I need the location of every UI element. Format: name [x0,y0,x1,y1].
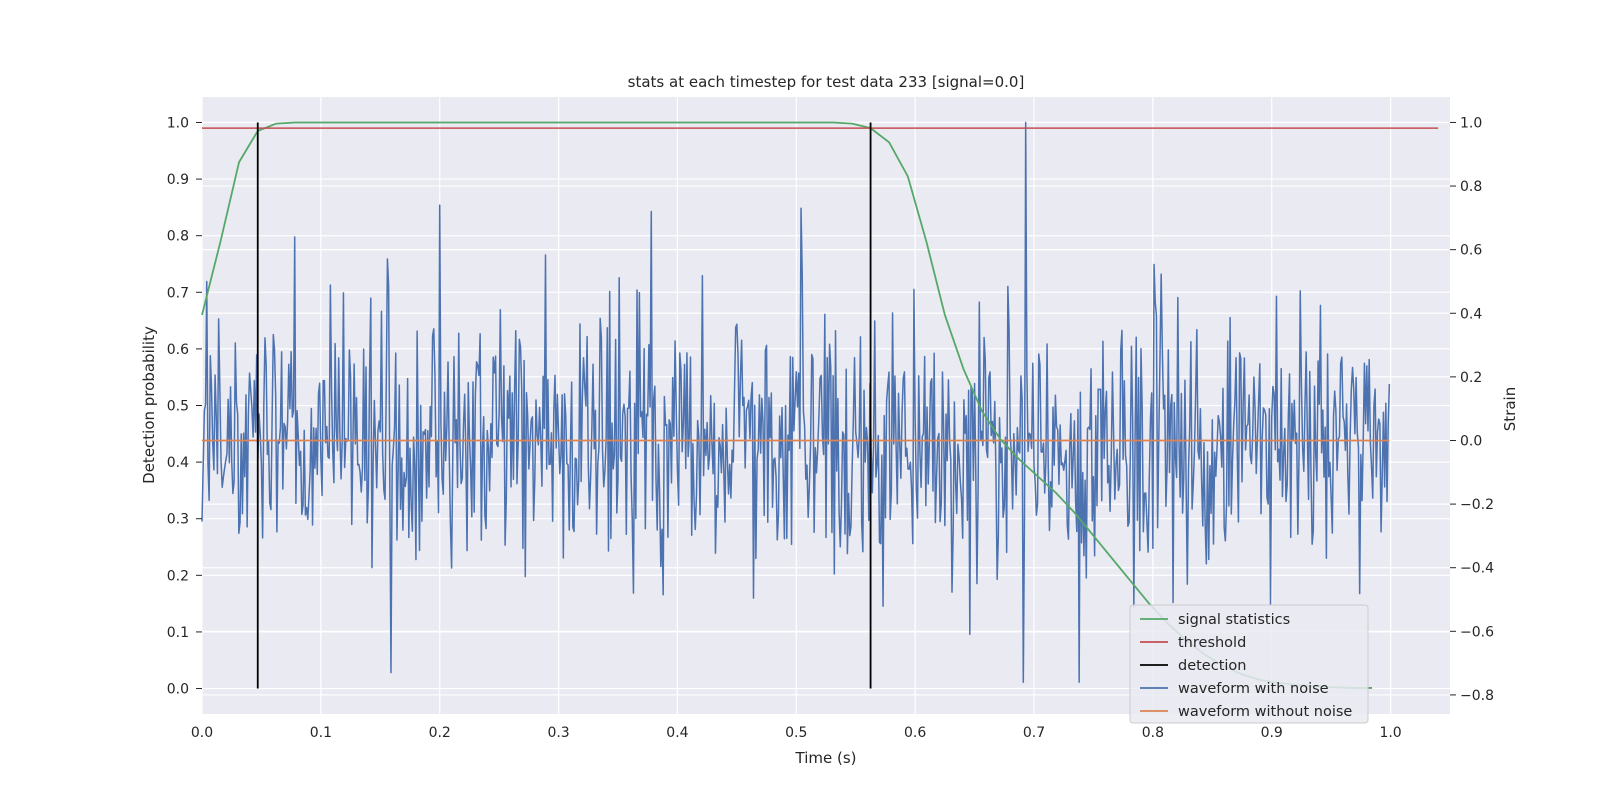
y-right-tick-label: 0.2 [1460,370,1482,386]
y-right-tick-label: −0.6 [1460,624,1494,640]
y-right-axis-label: Strain [1501,387,1519,431]
y-left-tick-label: 0.9 [167,172,189,188]
x-tick-label: 0.3 [547,725,569,741]
y-left-tick-label: 0.7 [167,285,189,301]
y-left-tick-label: 0.6 [167,342,189,358]
y-left-tick-label: 1.0 [167,115,189,131]
x-tick-label: 0.7 [1023,725,1045,741]
y-right-tick-label: −0.8 [1460,688,1494,704]
y-right-tick-label: 0.8 [1460,179,1482,195]
x-ticks: 0.0 0.1 0.2 0.3 0.4 0.5 0.6 0.7 0.8 0.9 1.0 [191,725,1402,741]
y-left-tick-label: 0.0 [167,682,189,698]
y-right-tick-label: 1.0 [1460,115,1482,131]
y-right-tick-label: 0.0 [1460,433,1482,449]
legend-box [1129,604,1369,724]
y-left-axis-label: Detection probability [140,326,158,484]
y-right-tick-label: −0.4 [1460,561,1494,577]
legend-label: waveform without noise [1178,704,1352,720]
series-waveform-with-noise [201,121,1391,683]
x-tick-label: 0.1 [310,725,332,741]
x-tick-label: 0.8 [1142,725,1164,741]
y-right-ticks: 1.0 0.8 0.6 0.4 0.2 0.0 −0.2 −0.4 −0.6 −0.8 [1450,115,1494,704]
y-right-tick-label: 0.4 [1460,306,1482,322]
y-right-tick-label: 0.6 [1460,243,1482,259]
legend-label: waveform with noise [1178,681,1329,697]
x-tick-label: 0.6 [904,725,926,741]
y-right-tick-label: −0.2 [1460,497,1494,513]
x-axis-label: Time (s) [795,749,857,767]
y-left-tick-label: 0.1 [167,625,189,641]
y-left-ticks: 0.0 0.1 0.2 0.3 0.4 0.5 0.6 0.7 0.8 0.9 1.0 [167,115,202,698]
x-tick-label: 0.0 [191,725,213,741]
x-tick-label: 0.9 [1261,725,1283,741]
chart-title: stats at each timestep for test data 233… [628,73,1025,91]
legend-label: signal statistics [1178,612,1290,628]
legend-label: threshold [1178,635,1246,651]
y-left-tick-label: 0.3 [167,512,189,528]
y-left-tick-label: 0.2 [167,568,189,584]
legend: signal statistics threshold detection wavef… [1129,604,1369,724]
y-left-tick-label: 0.8 [167,229,189,245]
x-tick-label: 0.2 [429,725,451,741]
y-left-tick-label: 0.4 [167,455,189,471]
legend-label: detection [1178,658,1246,674]
legend-items: signal statistics threshold detection wavef… [1140,612,1352,720]
x-tick-label: 1.0 [1379,725,1401,741]
x-tick-label: 0.5 [785,725,807,741]
y-left-tick-label: 0.5 [167,399,189,415]
x-tick-label: 0.4 [666,725,688,741]
